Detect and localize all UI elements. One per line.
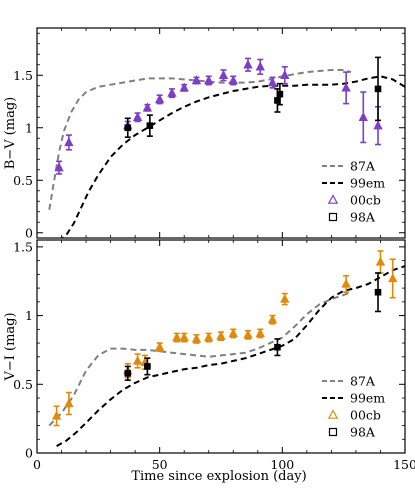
series-00cb-point: [267, 77, 278, 87]
legend-00cb-label: 00cb: [350, 408, 381, 423]
series-00cb-point: [373, 120, 383, 130]
series-00cb-point: [204, 75, 214, 85]
series-98a-point: [124, 124, 132, 132]
panel-frame-top: [36, 27, 406, 239]
series-98a-point: [274, 97, 281, 104]
legend-99em-label: 99em: [350, 176, 385, 191]
legend-98a-label: 98A: [350, 210, 376, 225]
y-tick-label: 0: [25, 225, 33, 240]
series-00cb-point: [155, 94, 165, 104]
series-00cb-point: [54, 162, 64, 172]
series-00cb-point: [243, 329, 253, 339]
legend-00cb-swatch: [327, 194, 339, 204]
series-98a-point: [374, 288, 382, 296]
y-tick-label: 1: [25, 308, 33, 323]
plot-area-bottom: [48, 250, 405, 447]
panel-frame-bottom: [36, 239, 406, 454]
series-00cb-point: [280, 69, 290, 79]
series-00cb-point: [142, 102, 153, 112]
series-98a-point: [146, 122, 154, 129]
series-00cb-point: [341, 82, 351, 92]
series-00cb-point: [218, 69, 229, 79]
x-tick-label: 100: [270, 457, 294, 472]
series-00cb-point: [243, 59, 253, 69]
series-00cb-point: [172, 332, 182, 342]
series-87a-line: [48, 291, 352, 427]
legend-00cb-swatch: [327, 409, 339, 419]
series-00cb-point: [64, 137, 74, 147]
series-00cb-point: [255, 61, 265, 71]
legend-87a-label: 87A: [350, 159, 376, 174]
series-98a-point: [124, 369, 132, 377]
legend-00cb-label: 00cb: [350, 193, 381, 208]
series-98a-point: [374, 85, 382, 93]
legend-98a-label: 98A: [350, 425, 376, 440]
x-tick-label: 0: [33, 457, 41, 472]
y-tick-label: 1.5: [13, 68, 33, 83]
series-00cb-point: [228, 75, 238, 85]
series-98a-point: [274, 343, 281, 351]
legend-99em-label: 99em: [350, 391, 385, 406]
legend-98a-swatch: [328, 427, 338, 437]
series-00cb-point: [341, 278, 351, 288]
series-99em-line: [61, 75, 405, 238]
series-00cb-point: [179, 82, 189, 92]
y-tick-label: 0: [25, 446, 33, 461]
series-00cb-point: [228, 328, 238, 338]
panel-bottom-vi: 0 50 100 150 0 0.5 1 1.5 V−I (mag) 87A 99em 00cb 98A: [3, 239, 415, 472]
series-00cb-point: [167, 87, 177, 97]
series-00cb-point: [155, 341, 165, 351]
series-00cb-point: [191, 75, 202, 85]
y-tick-label: 1: [25, 120, 33, 135]
series-00cb-point: [132, 355, 143, 365]
legend-87a-label: 87A: [350, 374, 376, 389]
y-axis-label: B−V (mag): [3, 97, 18, 170]
series-98a-point: [276, 90, 284, 98]
x-tick-label: 50: [152, 457, 168, 472]
series-00cb-point: [255, 328, 265, 338]
series-87a-line: [48, 69, 352, 210]
series-00cb-point: [191, 333, 202, 343]
y-tick-label: 1.5: [13, 239, 33, 254]
series-00cb-point: [280, 293, 290, 303]
plot-area-top: [48, 56, 405, 238]
y-axis-label: V−I (mag): [3, 312, 18, 381]
legend-98a-swatch: [328, 212, 338, 222]
x-axis-label: Time since explosion (day): [131, 469, 306, 484]
series-00cb-point: [375, 256, 386, 266]
series-00cb-point: [388, 273, 398, 283]
series-00cb-point: [267, 314, 278, 324]
series-00cb-point: [132, 111, 143, 121]
y-tick-label: 0.5: [13, 377, 33, 392]
y-tick-label: 0.5: [13, 173, 33, 188]
series-00cb-point: [204, 332, 214, 342]
x-tick-label: 150: [393, 457, 415, 472]
series-00cb-point: [64, 398, 74, 408]
series-00cb-point: [51, 410, 62, 420]
series-98a-point: [144, 363, 151, 370]
series-00cb-point: [179, 332, 189, 342]
series-00cb-point: [216, 330, 226, 340]
panel-top-bv: 0 0.5 1 1.5 B−V (mag) 87A 99em 00cb 98A: [3, 27, 406, 240]
series-00cb-point: [358, 111, 368, 121]
